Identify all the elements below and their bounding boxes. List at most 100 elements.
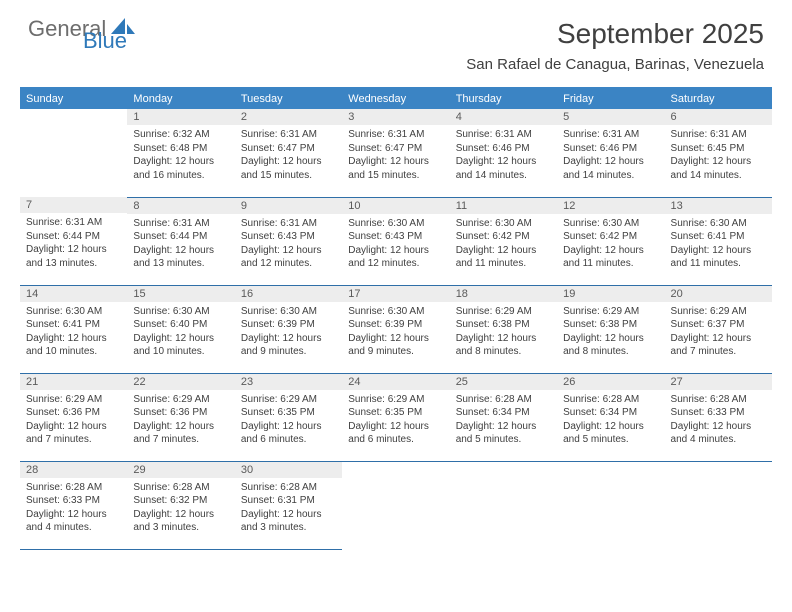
sunset-text: Sunset: 6:32 PM — [133, 494, 228, 508]
calendar-day-cell: 12Sunrise: 6:30 AMSunset: 6:42 PMDayligh… — [557, 197, 664, 285]
day-content: Sunrise: 6:28 AMSunset: 6:33 PMDaylight:… — [20, 478, 127, 539]
calendar-day-cell — [557, 461, 664, 549]
calendar-day-cell: 28Sunrise: 6:28 AMSunset: 6:33 PMDayligh… — [20, 461, 127, 549]
sunrise-text: Sunrise: 6:32 AM — [133, 128, 228, 142]
day-content: Sunrise: 6:30 AMSunset: 6:42 PMDaylight:… — [557, 214, 664, 275]
calendar-day-cell: 25Sunrise: 6:28 AMSunset: 6:34 PMDayligh… — [450, 373, 557, 461]
daylight-text: Daylight: 12 hours and 9 minutes. — [348, 332, 443, 359]
day-content: Sunrise: 6:29 AMSunset: 6:35 PMDaylight:… — [342, 390, 449, 451]
calendar-day-cell: 10Sunrise: 6:30 AMSunset: 6:43 PMDayligh… — [342, 197, 449, 285]
sunset-text: Sunset: 6:33 PM — [26, 494, 121, 508]
day-content: Sunrise: 6:29 AMSunset: 6:38 PMDaylight:… — [450, 302, 557, 363]
day-number: 2 — [235, 109, 342, 125]
sunrise-text: Sunrise: 6:30 AM — [26, 305, 121, 319]
calendar-week-row: 21Sunrise: 6:29 AMSunset: 6:36 PMDayligh… — [20, 373, 772, 461]
calendar-week-row: 1 Sunrise: 6:32 AMSunset: 6:48 PM Daylight… — [20, 109, 772, 197]
day-content: Sunrise: 6:30 AMSunset: 6:39 PMDaylight:… — [235, 302, 342, 363]
sunrise-text: Sunrise: 6:29 AM — [133, 393, 228, 407]
calendar-day-cell — [342, 461, 449, 549]
daylight-text: Daylight: 12 hours and 4 minutes. — [671, 420, 766, 447]
sunset-text: Sunset: 6:37 PM — [671, 318, 766, 332]
sunset-text: Sunset: 6:44 PM — [133, 230, 228, 244]
day-content: Sunrise: 6:29 AMSunset: 6:35 PMDaylight:… — [235, 390, 342, 451]
day-number: 25 — [450, 374, 557, 390]
daylight-text: Daylight: 12 hours and 7 minutes. — [26, 420, 121, 447]
day-number: 23 — [235, 374, 342, 390]
day-number: 28 — [20, 462, 127, 478]
day-content: Sunrise: 6:31 AMSunset: 6:47 PMDaylight:… — [235, 125, 342, 186]
sunrise-text: Sunrise: 6:30 AM — [671, 217, 766, 231]
sunset-text: Sunset: 6:43 PM — [348, 230, 443, 244]
sunrise-text: Sunrise: 6:31 AM — [26, 216, 121, 230]
day-content: Sunrise: 6:28 AMSunset: 6:34 PMDaylight:… — [557, 390, 664, 451]
daylight-text: Daylight: 12 hours and 12 minutes. — [241, 244, 336, 271]
sunrise-text: Sunrise: 6:31 AM — [348, 128, 443, 142]
sunrise-text: Sunrise: 6:31 AM — [563, 128, 658, 142]
sunrise-text: Sunrise: 6:29 AM — [348, 393, 443, 407]
calendar-day-cell: 26Sunrise: 6:28 AMSunset: 6:34 PMDayligh… — [557, 373, 664, 461]
sunrise-text: Sunrise: 6:31 AM — [241, 128, 336, 142]
brand-logo: General Blue — [28, 18, 135, 51]
daylight-text: Daylight: 12 hours and 5 minutes. — [563, 420, 658, 447]
sunset-text: Sunset: 6:48 PM — [133, 142, 228, 156]
calendar: SundayMondayTuesdayWednesdayThursdayFrid… — [0, 79, 792, 550]
calendar-day-cell: 29Sunrise: 6:28 AMSunset: 6:32 PMDayligh… — [127, 461, 234, 549]
sunset-text: Sunset: 6:35 PM — [348, 406, 443, 420]
brand-part2: Blue — [83, 31, 135, 51]
calendar-body: 1 Sunrise: 6:32 AMSunset: 6:48 PM Daylight… — [20, 109, 772, 549]
sunrise-text: Sunrise: 6:29 AM — [563, 305, 658, 319]
sunset-text: Sunset: 6:47 PM — [348, 142, 443, 156]
day-content: Sunrise: 6:31 AMSunset: 6:45 PMDaylight:… — [665, 125, 772, 186]
sunset-text: Sunset: 6:40 PM — [133, 318, 228, 332]
sunrise-text: Sunrise: 6:31 AM — [133, 217, 228, 231]
calendar-day-cell: 4Sunrise: 6:31 AMSunset: 6:46 PMDaylight… — [450, 109, 557, 197]
calendar-day-cell: 21Sunrise: 6:29 AMSunset: 6:36 PMDayligh… — [20, 373, 127, 461]
calendar-week-row: 28Sunrise: 6:28 AMSunset: 6:33 PMDayligh… — [20, 461, 772, 549]
sunrise-text: Sunrise: 6:31 AM — [241, 217, 336, 231]
sunrise-text: Sunrise: 6:30 AM — [348, 217, 443, 231]
daylight-text: Daylight: 12 hours and 8 minutes. — [563, 332, 658, 359]
sunset-text: Sunset: 6:43 PM — [241, 230, 336, 244]
calendar-day-cell — [450, 461, 557, 549]
sunrise-text: Sunrise: 6:29 AM — [671, 305, 766, 319]
calendar-day-cell: 11Sunrise: 6:30 AMSunset: 6:42 PMDayligh… — [450, 197, 557, 285]
calendar-day-cell: 7Sunrise: 6:31 AMSunset: 6:44 PMDaylight… — [20, 197, 127, 285]
sunrise-text: Sunrise: 6:30 AM — [563, 217, 658, 231]
sunset-text: Sunset: 6:46 PM — [456, 142, 551, 156]
calendar-day-cell: 2Sunrise: 6:31 AMSunset: 6:47 PMDaylight… — [235, 109, 342, 197]
calendar-day-cell: 14Sunrise: 6:30 AMSunset: 6:41 PMDayligh… — [20, 285, 127, 373]
calendar-day-cell: 22Sunrise: 6:29 AMSunset: 6:36 PMDayligh… — [127, 373, 234, 461]
sunset-text: Sunset: 6:39 PM — [348, 318, 443, 332]
sunset-text: Sunset: 6:35 PM — [241, 406, 336, 420]
calendar-day-cell: 17Sunrise: 6:30 AMSunset: 6:39 PMDayligh… — [342, 285, 449, 373]
day-content: Sunrise: 6:28 AMSunset: 6:33 PMDaylight:… — [665, 390, 772, 451]
sunrise-text: Sunrise: 6:30 AM — [241, 305, 336, 319]
day-number: 17 — [342, 286, 449, 302]
day-number: 11 — [450, 198, 557, 214]
calendar-day-cell: 8Sunrise: 6:31 AMSunset: 6:44 PMDaylight… — [127, 197, 234, 285]
sunset-text: Sunset: 6:31 PM — [241, 494, 336, 508]
sunset-text: Sunset: 6:33 PM — [671, 406, 766, 420]
day-content: Sunrise: 6:28 AMSunset: 6:32 PMDaylight:… — [127, 478, 234, 539]
day-content: Sunrise: 6:31 AMSunset: 6:47 PMDaylight:… — [342, 125, 449, 186]
day-number: 29 — [127, 462, 234, 478]
weekday-header: Sunday — [20, 88, 127, 109]
daylight-text: Daylight: 12 hours and 4 minutes. — [26, 508, 121, 535]
day-content: Sunrise: 6:30 AMSunset: 6:39 PMDaylight:… — [342, 302, 449, 363]
daylight-text: Daylight: 12 hours and 10 minutes. — [133, 332, 228, 359]
daylight-text: Daylight: 12 hours and 15 minutes. — [241, 155, 336, 182]
day-number: 1 — [127, 109, 234, 125]
sunset-text: Sunset: 6:41 PM — [671, 230, 766, 244]
day-content: Sunrise: 6:31 AMSunset: 6:46 PMDaylight:… — [450, 125, 557, 186]
sunset-text: Sunset: 6:41 PM — [26, 318, 121, 332]
day-content: Sunrise: 6:30 AMSunset: 6:41 PMDaylight:… — [20, 302, 127, 363]
day-content: Sunrise: 6:28 AMSunset: 6:34 PMDaylight:… — [450, 390, 557, 451]
title-block: September 2025 San Rafael de Canagua, Ba… — [466, 18, 764, 73]
sunrise-text: Sunrise: 6:28 AM — [671, 393, 766, 407]
day-content: Sunrise: 6:30 AMSunset: 6:40 PMDaylight:… — [127, 302, 234, 363]
sunset-text: Sunset: 6:39 PM — [241, 318, 336, 332]
sunrise-text: Sunrise: 6:29 AM — [241, 393, 336, 407]
calendar-day-cell: 20Sunrise: 6:29 AMSunset: 6:37 PMDayligh… — [665, 285, 772, 373]
daylight-text: Daylight: 12 hours and 14 minutes. — [456, 155, 551, 182]
daylight-text: Daylight: 12 hours and 6 minutes. — [241, 420, 336, 447]
